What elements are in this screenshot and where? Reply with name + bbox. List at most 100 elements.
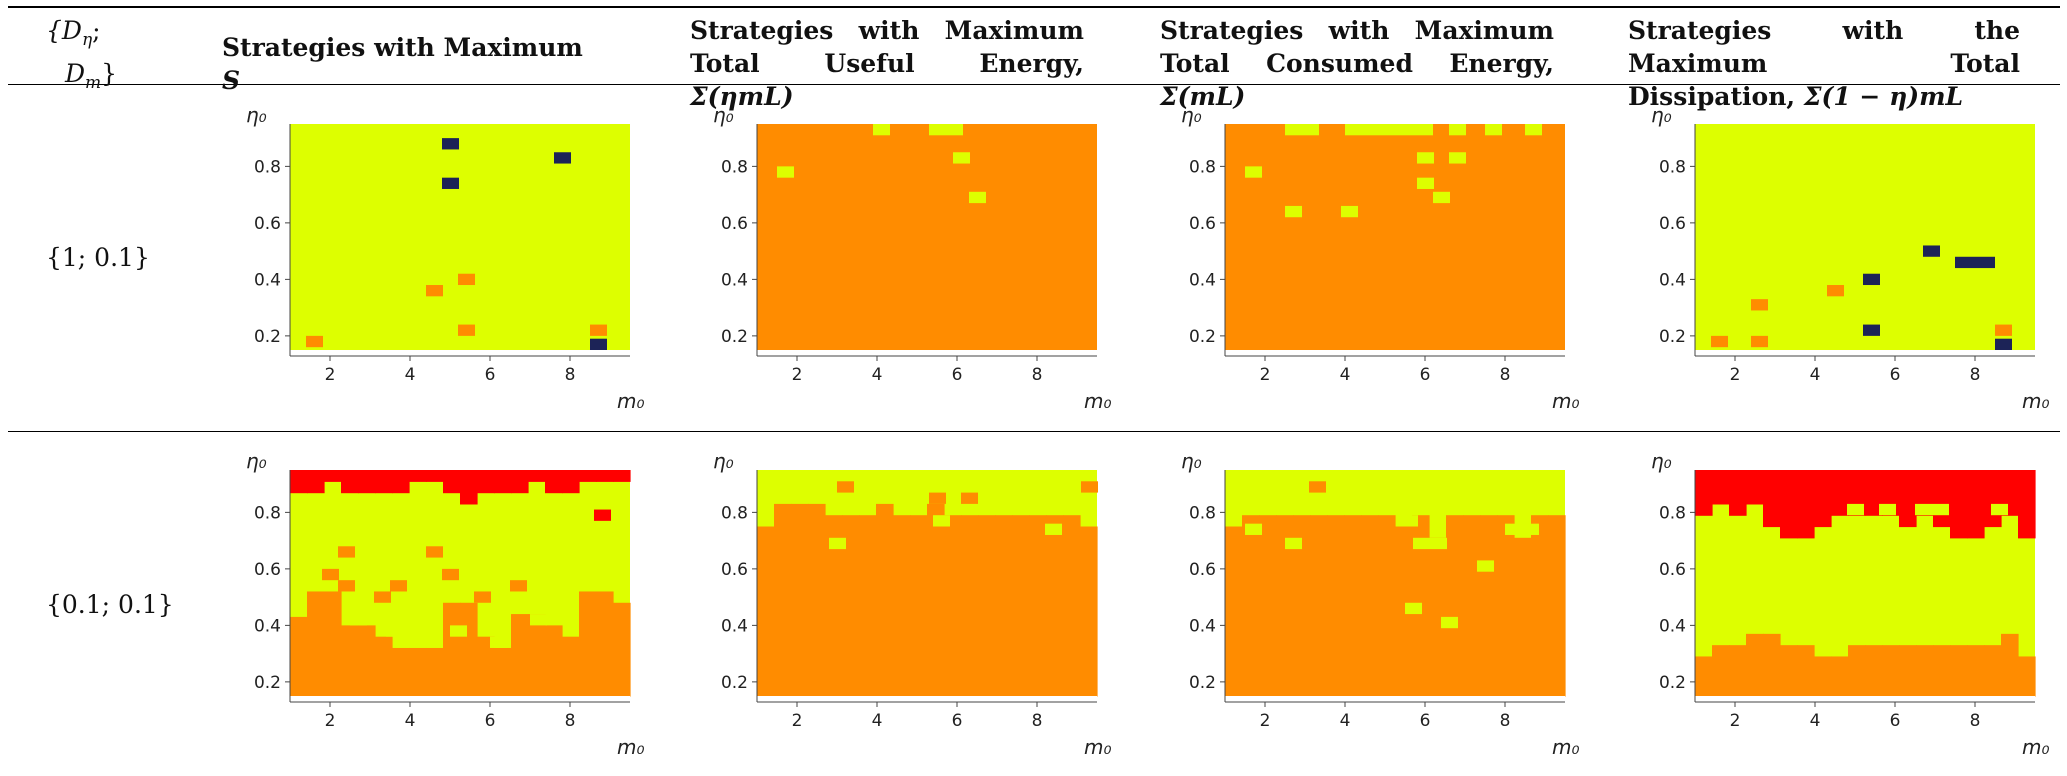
y-axis-label: η₀	[1181, 449, 1202, 473]
heatmap-cell	[1915, 503, 1949, 516]
heatmap-profile-cell	[290, 470, 308, 494]
x-tick-label: 4	[1810, 365, 1821, 385]
y-tick-label: 0.6	[721, 560, 748, 580]
heatmap-cell	[426, 285, 443, 297]
heatmap-profile-cell	[1344, 515, 1362, 697]
heatmap-profile-cell	[1814, 656, 1832, 697]
heatmap-profile-cell	[562, 470, 580, 494]
heatmap-profile-cell	[1695, 656, 1713, 697]
heatmap-profile-cell	[562, 636, 580, 697]
heatmap-cell	[474, 591, 491, 603]
heatmap-profile-cell	[528, 614, 546, 697]
heatmap-profile-cell	[477, 470, 495, 494]
x-tick-label: 6	[952, 365, 963, 385]
heatmap-cell	[1245, 166, 1262, 178]
x-tick-label: 2	[1730, 365, 1741, 385]
heatmap-profile-cell	[1276, 515, 1294, 697]
y-tick-label: 0.8	[1659, 157, 1686, 177]
x-tick-label: 4	[872, 365, 883, 385]
heatmap-profile-cell	[1967, 470, 1985, 539]
heatmap-profile-cell	[494, 647, 512, 697]
heatmap-cell	[1751, 299, 1768, 311]
heatmap-profile-cell	[1712, 645, 1730, 697]
heatmap-cell	[1405, 602, 1422, 615]
heatmap-profile-cell	[511, 614, 529, 697]
heatmap-profile-cell	[1242, 515, 1260, 697]
heatmap-profile-cell	[1429, 537, 1447, 697]
heatmap-cell	[1345, 124, 1433, 136]
x-tick-label: 8	[1970, 711, 1981, 731]
heatmap-profile-cell	[392, 647, 410, 697]
heatmap-cell	[1401, 515, 1418, 527]
heatmap-profile-cell	[1797, 470, 1815, 539]
heatmap-profile-cell	[596, 470, 614, 482]
heatmap-profile-cell	[1480, 515, 1498, 697]
heatmap-profile-cell	[1916, 645, 1934, 697]
heatmap-cell	[554, 152, 571, 164]
heatmap-cell	[969, 191, 986, 204]
heatmap-cell	[1863, 324, 1880, 336]
heatmap-profile-cell	[961, 515, 979, 697]
heatmap-cell	[1847, 503, 1864, 516]
heatmap-cell	[386, 625, 403, 637]
x-tick-label: 8	[1500, 365, 1511, 385]
y-axis-label: η₀	[713, 103, 734, 127]
heatmap-background	[1225, 124, 1565, 350]
heatmap-cell	[1995, 324, 2012, 336]
x-tick-label: 8	[565, 365, 576, 385]
y-tick-label: 0.4	[1659, 270, 1686, 290]
row-separator-rule	[8, 431, 2060, 432]
column-header-max-dissipation: Strategies with the Maximum Total Dissip…	[1628, 16, 2020, 111]
heatmap-cell	[1309, 481, 1326, 493]
heatmap-profile-cell	[1984, 470, 2002, 528]
y-axis-label: η₀	[246, 103, 267, 127]
heatmap-profile-cell	[1395, 526, 1413, 697]
heatmap-profile-cell	[1514, 537, 1532, 697]
heatmap-profile-cell	[545, 625, 563, 697]
heatmap-profile-cell	[596, 591, 614, 697]
heatmap-profile-cell	[375, 636, 393, 697]
heatmap-r2-c3: 0.2 0.4 0.6 0.8 2 4 6 8 η₀ m₀	[1181, 449, 1580, 759]
y-tick-label: 0.2	[254, 673, 281, 693]
heatmap-profile-cell	[910, 515, 928, 697]
heatmap-profile-cell	[893, 515, 911, 697]
heatmap-cell	[1285, 205, 1302, 218]
y-tick-label: 0.4	[1189, 616, 1216, 636]
x-tick-label: 4	[1340, 365, 1351, 385]
heatmap-cell	[306, 335, 323, 348]
heatmap-profile-cell	[1531, 515, 1549, 697]
heatmap-cell	[590, 324, 607, 336]
column-header-max-consumed-energy: Strategies with Maximum Total Consumed E…	[1160, 16, 1554, 111]
heatmap-profile-cell	[2018, 656, 2036, 697]
x-tick-label: 8	[1032, 365, 1043, 385]
y-tick-label: 0.6	[1189, 560, 1216, 580]
heatmap-profile-cell	[1950, 470, 1968, 539]
x-axis-label: m₀	[2022, 735, 2050, 759]
heatmap-cell	[1413, 537, 1447, 550]
heatmap-cell	[873, 124, 890, 136]
x-tick-label: 6	[1890, 711, 1901, 731]
y-axis-label: η₀	[1651, 103, 1672, 127]
heatmap-profile-cell	[1950, 645, 1968, 697]
heatmap-background	[757, 124, 1097, 350]
heatmap-cell	[777, 166, 794, 178]
y-tick-label: 0.2	[1189, 673, 1216, 693]
heatmap-profile-cell	[1695, 470, 1713, 516]
heatmap-profile-cell	[443, 470, 461, 494]
heatmap-r1-c4: 0.2 0.4 0.6 0.8 2 4 6 8 η₀ m₀	[1651, 103, 2050, 413]
heatmap-profile-cell	[1763, 633, 1781, 697]
x-tick-label: 6	[952, 711, 963, 731]
heatmap-cell	[1995, 338, 2012, 350]
x-tick-label: 8	[565, 711, 576, 731]
heatmap-cell	[1449, 152, 1466, 164]
y-tick-label: 0.8	[1189, 157, 1216, 177]
heatmap-profile-cell	[842, 515, 860, 697]
x-tick-label: 2	[792, 711, 803, 731]
heatmap-cell	[442, 138, 459, 150]
plot-bottom-margin	[1695, 350, 2035, 356]
heatmap-cell	[1441, 616, 1458, 629]
heatmap-cell	[490, 636, 507, 648]
heatmap-cell	[1081, 481, 1098, 493]
y-tick-label: 0.6	[254, 560, 281, 580]
heatmap-profile-cell	[460, 602, 478, 697]
